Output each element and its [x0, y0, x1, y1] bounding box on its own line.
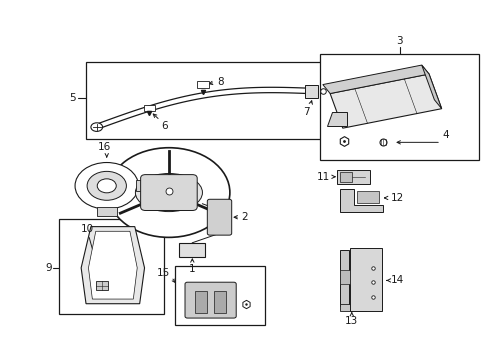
- Text: 4: 4: [441, 130, 447, 140]
- Bar: [339, 305, 366, 311]
- Bar: [175, 266, 265, 325]
- Circle shape: [152, 180, 185, 205]
- Polygon shape: [329, 74, 441, 128]
- Polygon shape: [327, 112, 346, 126]
- FancyBboxPatch shape: [207, 199, 231, 235]
- Polygon shape: [339, 189, 383, 212]
- Text: 13: 13: [345, 316, 358, 325]
- Text: 1: 1: [189, 264, 195, 274]
- Text: 7: 7: [303, 107, 309, 117]
- Text: 11: 11: [316, 172, 329, 182]
- Bar: [86, 62, 327, 139]
- Bar: [214, 291, 226, 313]
- Circle shape: [91, 123, 102, 131]
- Bar: [349, 248, 381, 311]
- FancyBboxPatch shape: [184, 282, 236, 318]
- Bar: [197, 81, 208, 87]
- Polygon shape: [421, 65, 441, 109]
- Bar: [339, 172, 351, 182]
- Circle shape: [97, 179, 116, 193]
- Bar: [143, 105, 155, 111]
- Polygon shape: [81, 226, 144, 304]
- Text: 16: 16: [98, 142, 111, 152]
- Ellipse shape: [135, 174, 202, 212]
- Text: 15: 15: [157, 268, 170, 278]
- Text: 6: 6: [161, 121, 168, 131]
- Bar: [320, 54, 478, 160]
- Bar: [96, 282, 108, 290]
- Bar: [305, 85, 317, 98]
- FancyBboxPatch shape: [141, 175, 197, 211]
- Bar: [136, 180, 150, 191]
- Text: 9: 9: [45, 263, 52, 273]
- Bar: [356, 191, 378, 203]
- Bar: [339, 270, 349, 284]
- Text: 12: 12: [390, 193, 403, 203]
- Bar: [97, 207, 116, 216]
- Polygon shape: [322, 65, 428, 94]
- Circle shape: [108, 148, 229, 237]
- Text: 3: 3: [395, 36, 402, 45]
- Text: 5: 5: [69, 93, 76, 103]
- Text: 14: 14: [390, 275, 403, 285]
- Text: 2: 2: [241, 212, 247, 222]
- Bar: [59, 220, 163, 315]
- Bar: [178, 243, 205, 257]
- Text: 8: 8: [217, 77, 224, 87]
- Polygon shape: [339, 250, 348, 306]
- Bar: [194, 291, 206, 313]
- Circle shape: [75, 162, 138, 209]
- Polygon shape: [88, 231, 137, 299]
- Bar: [336, 170, 369, 184]
- Circle shape: [87, 171, 126, 200]
- Text: 10: 10: [81, 224, 94, 234]
